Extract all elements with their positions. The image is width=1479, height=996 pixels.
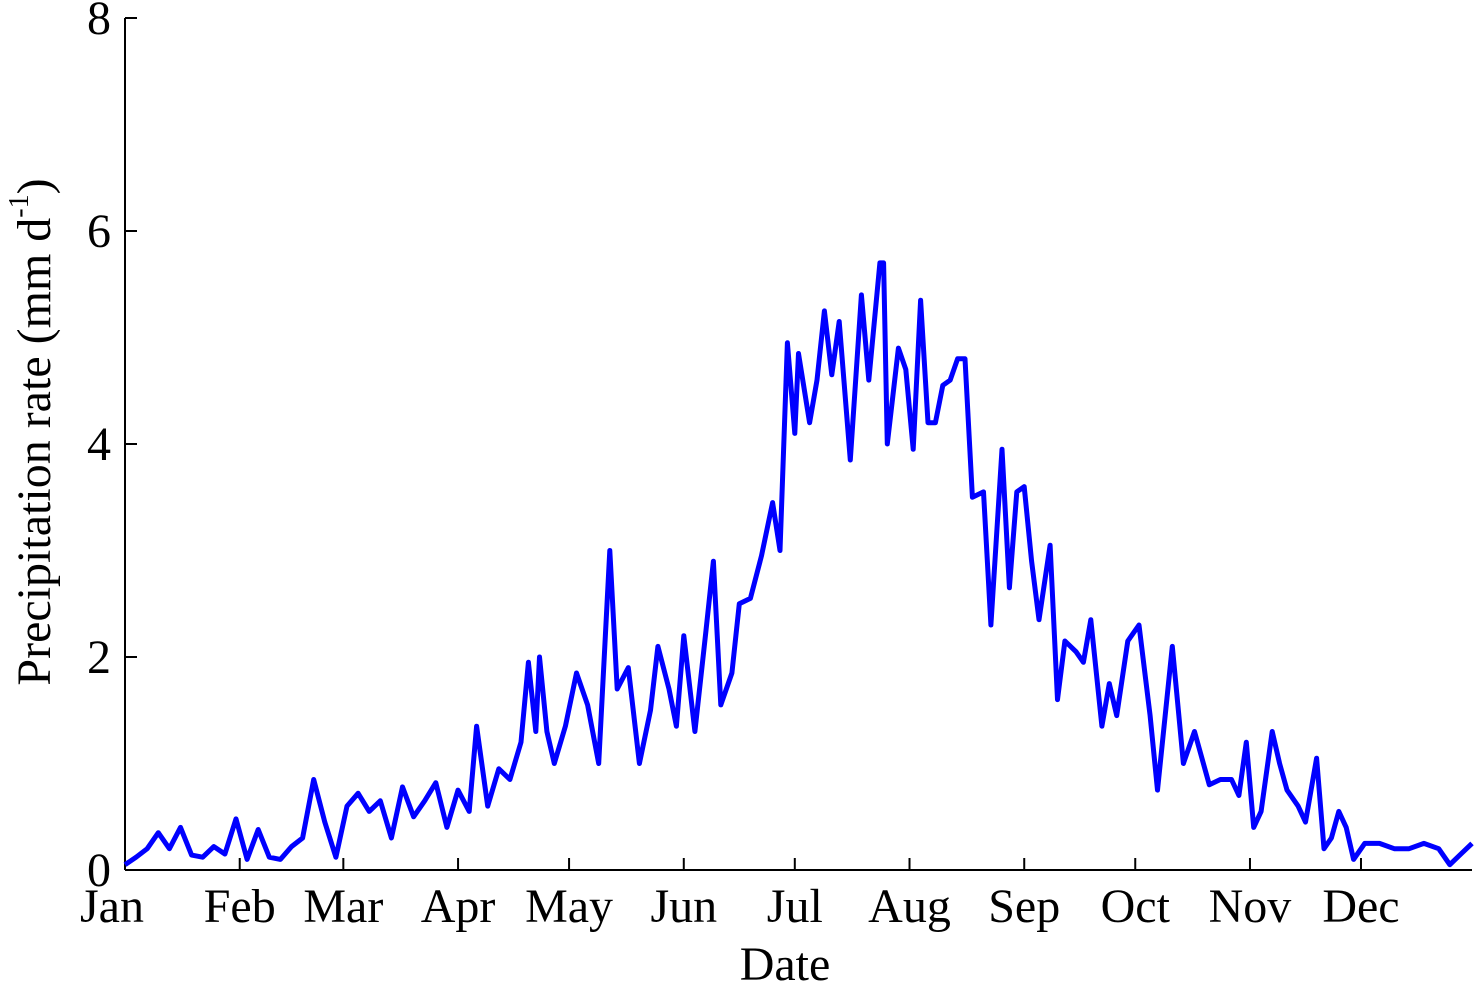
x-tick-label: Sep <box>988 880 1060 933</box>
y-tick-label: 4 <box>87 418 111 471</box>
x-tick-label: Nov <box>1209 880 1292 933</box>
x-tick-label: Oct <box>1101 880 1171 933</box>
x-tick-label: Jun <box>650 880 717 933</box>
x-tick-label: Apr <box>421 880 496 933</box>
x-tick-label: Jan <box>80 880 144 933</box>
x-tick-label: Jul <box>767 880 823 933</box>
y-axis-label-end: ) <box>8 178 61 194</box>
x-tick-label: May <box>525 880 613 933</box>
x-tick-label: Aug <box>868 880 951 933</box>
x-axis-label: Date <box>740 938 831 991</box>
y-axis-label-superscript: -1 <box>4 194 35 217</box>
x-tick-label: Mar <box>303 880 383 933</box>
y-tick-label: 0 <box>87 844 111 897</box>
y-tick-label: 6 <box>87 205 111 258</box>
x-tick-label: Dec <box>1322 880 1399 933</box>
data-line <box>123 260 1474 868</box>
y-axis-label: Precipitation rate (mm d-1) <box>4 178 61 685</box>
x-tick-label: Feb <box>204 880 276 933</box>
y-axis-label-main: Precipitation rate (mm d <box>8 218 61 686</box>
y-tick-label: 8 <box>87 0 111 45</box>
y-tick-label: 2 <box>87 631 111 684</box>
